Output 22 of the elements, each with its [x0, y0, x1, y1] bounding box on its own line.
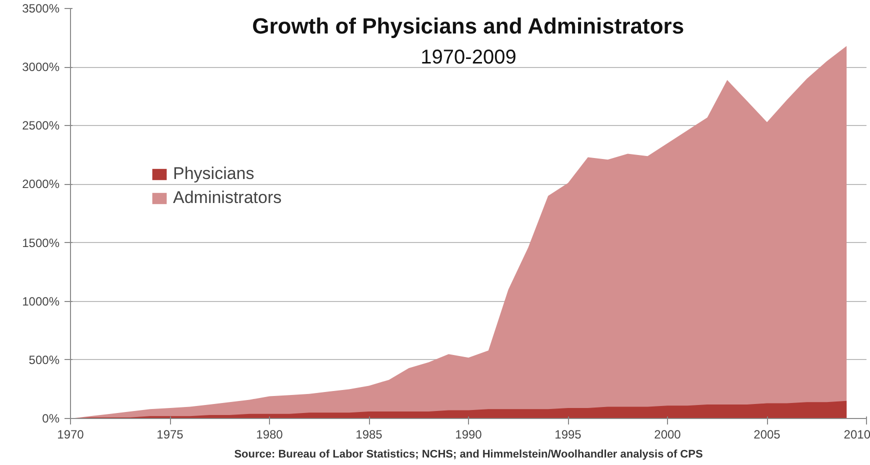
y-tick-label: 1000%: [22, 294, 60, 308]
text: 1970-2009: [420, 46, 516, 68]
y-tick-label: 1500%: [22, 236, 60, 250]
x-tick-label: 2000: [654, 428, 682, 442]
y-tick-label: 0%: [42, 412, 60, 426]
x-tick-label: 2010: [844, 428, 870, 442]
x-tick-label: 1970: [57, 428, 84, 442]
y-tick-label: 2000%: [22, 177, 60, 192]
legend-label: Physicians: [173, 164, 254, 184]
x-tick-label: 1995: [554, 428, 582, 442]
x-tick-label: 1985: [356, 428, 383, 442]
x-tick-label: 1975: [156, 428, 184, 442]
chart-title: Growth of Physicians and Administrators: [252, 14, 684, 38]
x-tick-label: 2005: [754, 428, 781, 442]
source-note: Source: Bureau of Labor Statistics; NCHS; and Himmelstein/Woolhandler analysis of CPS: [234, 448, 703, 460]
y-tick-label: 3000%: [22, 60, 60, 74]
y-tick-label: 3500%: [22, 2, 60, 16]
legend-label: Administrators: [173, 188, 282, 208]
x-tick-label: 1980: [256, 428, 284, 442]
x-tick-label: 1990: [455, 428, 482, 442]
y-tick-label: 500%: [28, 352, 60, 367]
y-tick-label: 2500%: [22, 118, 60, 133]
